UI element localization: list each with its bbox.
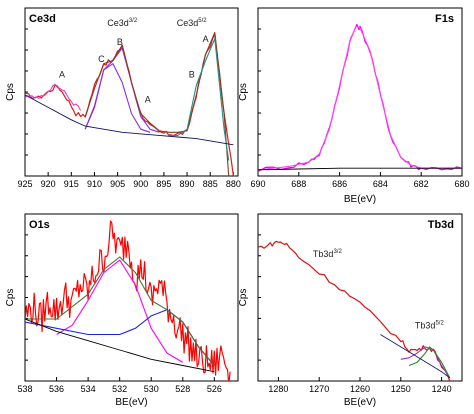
f1s-baseline-2 — [258, 167, 462, 171]
tb3d-plot-frame — [257, 213, 463, 382]
f1s-panel-label: F1s — [435, 13, 454, 25]
f1s-x-tick-label: 690 — [250, 179, 265, 189]
o1s-raw-0 — [25, 220, 231, 381]
ce3d-annotation-b-6: B — [189, 70, 195, 80]
f1s-x-tick-label: 684 — [373, 179, 388, 189]
o1s-panel-label: O1s — [29, 219, 50, 231]
o1s-fit-1 — [56, 259, 184, 363]
tb3d-x-tick-label: 1280 — [268, 384, 288, 394]
ce3d-fit-5 — [168, 38, 230, 161]
f1s-x-tick-label: 686 — [332, 179, 347, 189]
ce3d-panel: 925 920 915 910 905 900 895 890 885 880 Cps Ce3d A C B… — [5, 7, 241, 189]
ce3d-x-tick-label: 910 — [87, 179, 102, 189]
o1s-x-tick-label: 528 — [175, 384, 190, 394]
o1s-x-tick-label: 536 — [49, 384, 64, 394]
o1s-panel: 538 536 534 532 530 528 526 BE(eV) Cps O1s — [5, 213, 239, 408]
ce3d-annotation-ce3d5-2-5: Ce3d5/2 — [177, 18, 208, 28]
tb3d-y-axis-label: Cps — [238, 289, 249, 307]
ce3d-fit-2 — [84, 47, 160, 133]
o1s-x-tick-label: 530 — [144, 384, 159, 394]
tb3d-x-tick-label: 1250 — [391, 384, 411, 394]
f1s-raw-0 — [258, 23, 462, 173]
tb3d-x-tick-label: 1260 — [350, 384, 370, 394]
tb3d-fit-2 — [408, 346, 451, 379]
o1s-x-axis-label: BE(eV) — [115, 397, 147, 408]
tb3d-panel: 1280 1270 1260 1250 1240 BE(eV) Cps Tb3d Tb3d3/2… — [238, 213, 463, 408]
ce3d-x-tick-label: 885 — [203, 179, 218, 189]
ce3d-panel-label: Ce3d — [29, 13, 56, 25]
o1s-x-tick-label: 526 — [207, 384, 222, 394]
ce3d-y-axis-label: Cps — [5, 83, 16, 101]
o1s-x-tick-label: 538 — [17, 384, 32, 394]
o1s-series-group — [25, 220, 231, 381]
ce3d-annotation-b-2: B — [117, 37, 123, 47]
ce3d-x-tick-label: 915 — [64, 179, 79, 189]
f1s-x-axis-label: BE(eV) — [344, 194, 376, 205]
o1s-x-tick-label: 534 — [81, 384, 96, 394]
tb3d-annotation-tb3d3-2-0: Tb3d3/2 — [313, 249, 343, 259]
ce3d-baseline-6 — [25, 94, 234, 146]
tb3d-raw-0 — [258, 240, 451, 381]
tb3d-x-tick-label: 1240 — [432, 384, 452, 394]
o1s-baseline-4 — [25, 318, 215, 373]
o1s-envelope-3 — [25, 256, 215, 366]
tb3d-series-group — [258, 240, 451, 381]
ce3d-x-tick-label: 900 — [133, 179, 148, 189]
ce3d-fit-3 — [84, 63, 151, 133]
f1s-panel: 690 688 686 684 682 680 BE(eV) Cps F1s — [238, 7, 470, 205]
o1s-y-axis-label: Cps — [5, 289, 16, 307]
f1s-series-group — [258, 23, 462, 173]
ce3d-x-tick-label: 905 — [110, 179, 125, 189]
f1s-plot-frame — [257, 7, 463, 177]
f1s-x-tick-label: 688 — [291, 179, 306, 189]
tb3d-annotation-tb3d5-2-1: Tb3d5/2 — [415, 320, 445, 330]
tb3d-panel-label: Tb3d — [428, 219, 454, 231]
ce3d-annotation-c-1: C — [98, 54, 105, 64]
o1s-x-tick-label: 532 — [112, 384, 127, 394]
tb3d-baseline-3 — [380, 334, 451, 379]
ce3d-x-tick-label: 890 — [180, 179, 195, 189]
ce3d-x-tick-label: 925 — [17, 179, 32, 189]
tb3d-x-axis-label: BE(eV) — [344, 397, 376, 408]
ce3d-annotation-a-4: A — [145, 95, 151, 105]
f1s-y-axis-label: Cps — [238, 83, 249, 101]
ce3d-raw_left-1 — [25, 83, 82, 111]
f1s-x-tick-label: 680 — [454, 179, 469, 189]
ce3d-annotation-a-7: A — [203, 34, 209, 44]
tb3d-fit-1 — [400, 346, 451, 379]
f1s-envelope-1 — [258, 25, 462, 171]
ce3d-x-tick-label: 880 — [226, 179, 241, 189]
f1s-x-tick-label: 682 — [414, 179, 429, 189]
ce3d-x-tick-label: 895 — [156, 179, 171, 189]
tb3d-x-tick-label: 1270 — [309, 384, 329, 394]
ce3d-annotation-a-0: A — [59, 70, 65, 80]
ce3d-series-group — [25, 31, 234, 176]
ce3d-annotation-ce3d3-2-3: Ce3d3/2 — [107, 18, 138, 28]
ce3d-envelope-4 — [84, 31, 230, 176]
ce3d-x-tick-label: 920 — [41, 179, 56, 189]
